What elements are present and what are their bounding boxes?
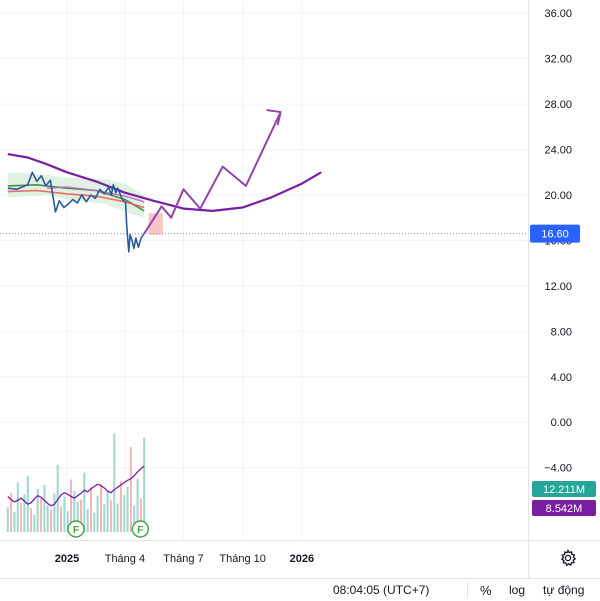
y-tick-label: 8.00: [551, 326, 572, 338]
volume-bar: [106, 490, 109, 532]
y-tick-label: −4.00: [544, 463, 572, 475]
volume-bar: [136, 478, 139, 532]
y-tick-label: 4.00: [551, 372, 572, 384]
y-tick-label: 20.00: [544, 190, 572, 202]
earnings-marker: [131, 520, 150, 538]
earnings-marker-label: F: [73, 525, 79, 536]
volume-bar: [80, 499, 82, 532]
volume-bar: [73, 491, 76, 532]
volume-bar: [16, 482, 19, 532]
projection-arrow-line: [143, 111, 282, 235]
last-price-label: 16.60: [541, 229, 569, 241]
volume-bar: [109, 500, 112, 532]
volume-value-badge: [532, 481, 596, 497]
y-tick-label: 32.00: [544, 54, 572, 66]
log-scale-button[interactable]: log: [509, 583, 526, 597]
volume-bar: [63, 496, 66, 532]
volume-bar: [133, 505, 136, 532]
volume-bar: [56, 464, 59, 532]
volume-bar: [46, 505, 49, 532]
y-tick-label: 12.00: [544, 281, 572, 293]
x-tick-label: Tháng 10: [219, 553, 265, 565]
volume-bar: [40, 498, 43, 532]
volume-value-badge: [532, 500, 596, 516]
percent-scale-button[interactable]: %: [480, 583, 492, 598]
volume-bar: [90, 487, 92, 532]
volume-ma-line: [7, 465, 145, 507]
volume-bar: [43, 484, 46, 532]
volume-bar: [50, 509, 53, 532]
volume-bar: [93, 512, 96, 532]
forecast-box: [148, 213, 163, 235]
price-line: [7, 171, 145, 253]
earnings-marker: [67, 520, 85, 538]
volume-bar: [139, 498, 142, 532]
x-tick-label: Tháng 4: [105, 553, 145, 565]
volume-bar: [53, 493, 56, 532]
status-bar: 08:04:05 (UTC+7) % log tự động: [0, 578, 600, 601]
volume-bar: [70, 479, 72, 532]
projection-arrow-head: [266, 109, 282, 126]
volume-bar: [33, 515, 36, 532]
volume-bar: [20, 502, 23, 532]
volume-bar: [6, 507, 9, 532]
volume-bar: [36, 488, 39, 532]
moving-average-line: [47, 186, 145, 203]
x-tick-label: 2026: [290, 553, 314, 565]
status-divider: [467, 582, 468, 598]
volume-bar: [96, 495, 99, 532]
y-tick-label: 36.00: [544, 8, 572, 20]
volume-bar: [76, 501, 79, 532]
volume-bar: [143, 437, 146, 532]
volume-bar: [10, 492, 13, 532]
volume-bar: [13, 511, 16, 532]
volume-value-label: 8.542M: [546, 503, 583, 515]
volume-bar: [100, 484, 102, 532]
volume-bar: [86, 508, 89, 532]
volume-bar: [123, 495, 126, 532]
x-tick-label: 2025: [55, 553, 79, 565]
volume-bar: [113, 433, 116, 532]
clock-time: 08:04:05 (UTC+7): [333, 583, 430, 597]
earnings-marker-label: F: [137, 525, 143, 536]
volume-bar: [60, 506, 62, 532]
volume-bar: [23, 494, 26, 532]
volume-bar: [103, 504, 106, 532]
volume-bar: [116, 503, 119, 532]
x-tick-label: Tháng 7: [163, 553, 203, 565]
moving-average-line: [7, 153, 322, 212]
volume-bar: [119, 481, 122, 532]
volume-bar: [83, 472, 86, 532]
volume-bar: [66, 511, 69, 532]
y-tick-label: 24.00: [544, 145, 572, 157]
y-tick-label: 28.00: [544, 99, 572, 111]
last-price-badge: [530, 224, 580, 243]
volume-value-label: 12.211M: [543, 484, 585, 496]
auto-scale-button[interactable]: tự động: [543, 583, 585, 597]
volume-bar: [129, 447, 132, 532]
volume-bar: [126, 486, 129, 532]
y-tick-label: 0.00: [551, 417, 572, 429]
volume-bar: [30, 508, 33, 532]
settings-gear-icon[interactable]: [559, 549, 577, 567]
